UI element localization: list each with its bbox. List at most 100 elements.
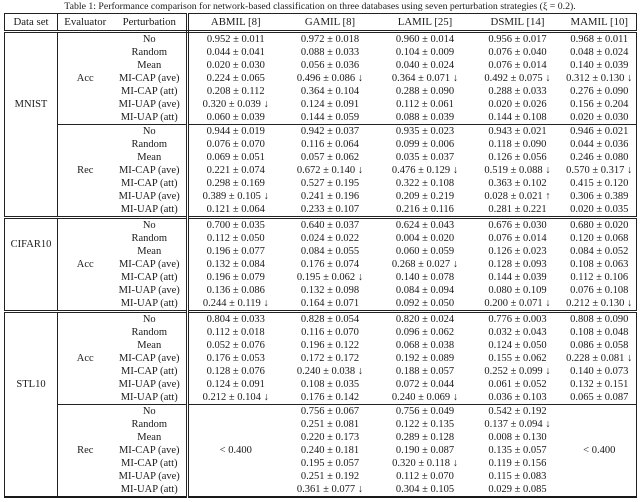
value-cell: 0.212 ± 0.130 ↓: [566, 298, 633, 309]
value-cell: 0.144 ± 0.108: [488, 112, 547, 123]
table-row: Random 0.044 ± 0.041 0.088 ± 0.033 0.104 ± …: [5, 46, 637, 59]
value-cell: 0.104 ± 0.009: [395, 47, 455, 58]
perturbation-label: MI-CAP (att): [112, 457, 189, 470]
perturbation-label: MI-CAP (att): [112, 177, 189, 190]
value-cell: 0.288 ± 0.090: [395, 86, 455, 97]
perturbation-label: MI-CAP (att): [112, 271, 189, 284]
value-cell: 0.155 ± 0.062: [488, 353, 547, 364]
value-cell: 0.804 ± 0.033: [187, 310, 283, 326]
value-cell: 0.084 ± 0.055: [300, 246, 360, 257]
value-cell: 0.028 ± 0.021 ↑: [484, 191, 551, 202]
value-cell: 0.240 ± 0.181: [300, 445, 360, 456]
table-row: MI-CAP (att) 0.128 ± 0.076 0.240 ± 0.038 ↓…: [5, 365, 637, 378]
value-cell: 0.312 ± 0.130 ↓: [566, 73, 633, 84]
value-cell: 0.251 ± 0.192: [300, 471, 360, 482]
value-cell: 0.320 ± 0.118 ↓: [392, 458, 458, 469]
value-cell: 0.672 ± 0.140 ↓: [296, 165, 364, 176]
table-row: MI-UAP (att) 0.121 ± 0.064 0.233 ± 0.107 0.…: [5, 203, 637, 218]
value-cell: 0.126 ± 0.023: [488, 246, 547, 257]
merged-value-cell: < 0.400: [187, 404, 283, 497]
value-cell: 0.068 ± 0.038: [395, 340, 455, 351]
table-row: Mean 0.020 ± 0.030 0.056 ± 0.036 0.040 ± 0.…: [5, 59, 637, 72]
value-cell: 0.119 ± 0.156: [488, 458, 547, 469]
value-cell: 0.251 ± 0.081: [300, 419, 360, 430]
table-row: MI-UAP (ave) 0.389 ± 0.105 ↓ 0.241 ± 0.196…: [5, 190, 637, 203]
value-cell: 0.195 ± 0.062 ↓: [296, 272, 364, 283]
value-cell: 0.135 ± 0.057: [488, 445, 547, 456]
value-cell: 0.084 ± 0.052: [570, 246, 629, 257]
value-cell: 0.828 ± 0.054: [282, 310, 378, 326]
value-cell: 0.044 ± 0.041: [206, 47, 265, 58]
value-cell: 0.960 ± 0.014: [395, 34, 455, 45]
value-cell: 0.065 ± 0.087: [570, 392, 629, 403]
perturbation-label: Mean: [112, 339, 189, 352]
value-cell: 0.099 ± 0.006: [395, 139, 455, 150]
value-cell: 0.020 ± 0.030: [570, 112, 629, 123]
results-table-body: MNIST Acc No 0.952 ± 0.011 0.972 ± 0.018 0.96…: [4, 31, 637, 497]
table-row: Random 0.251 ± 0.081 0.122 ± 0.135 0.137 ± …: [5, 418, 637, 431]
value-cell: 0.363 ± 0.102: [488, 178, 547, 189]
value-cell: 0.132 ± 0.084: [206, 259, 265, 270]
value-cell: 0.096 ± 0.062: [395, 327, 455, 338]
header-dsmil: DSMIL [14]: [472, 13, 563, 33]
value-cell: 0.268 ± 0.027 ↓: [391, 259, 459, 270]
header-perturbation: Perturbation: [112, 13, 189, 33]
table-row: MI-UAP (att) 0.060 ± 0.039 0.144 ± 0.059 0.…: [5, 111, 637, 125]
value-cell: 0.132 ± 0.151: [570, 379, 629, 390]
perturbation-label: MI-UAP (att): [112, 111, 189, 125]
value-cell: 0.176 ± 0.053: [206, 353, 265, 364]
value-cell: 0.492 ± 0.075 ↓: [484, 73, 551, 84]
header-evaluator: Evaluator: [57, 13, 113, 33]
value-cell: 0.020 ± 0.026: [488, 99, 547, 110]
value-cell: 0.024 ± 0.022: [300, 233, 360, 244]
value-cell: 0.008 ± 0.130: [488, 432, 547, 443]
value-cell: 0.132 ± 0.098: [300, 285, 360, 296]
value-cell: 0.076 ± 0.070: [206, 139, 265, 150]
table-row: MI-UAP (ave) 0.320 ± 0.039 ↓ 0.124 ± 0.091…: [5, 98, 637, 111]
value-cell: 0.190 ± 0.087: [395, 445, 455, 456]
value-cell: 0.060 ± 0.039: [206, 112, 265, 123]
value-cell: 0.756 ± 0.049: [377, 404, 473, 418]
value-cell: 0.112 ± 0.106: [570, 272, 629, 283]
value-cell: 0.946 ± 0.021: [562, 124, 637, 138]
merged-value-cell: < 0.400: [562, 404, 637, 497]
value-cell: 0.116 ± 0.070: [301, 327, 359, 338]
value-cell: 0.140 ± 0.039: [570, 60, 629, 71]
perturbation-label: MI-UAP (ave): [112, 98, 189, 111]
value-cell: 0.304 ± 0.105: [395, 484, 455, 495]
value-cell: 0.072 ± 0.044: [395, 379, 455, 390]
value-cell: 0.124 ± 0.091: [206, 379, 265, 390]
perturbation-label: No: [112, 31, 189, 46]
perturbation-label: Mean: [112, 431, 189, 444]
table-row: STL10 Acc No 0.804 ± 0.033 0.828 ± 0.054 0.82…: [4, 310, 637, 497]
value-cell: 0.289 ± 0.128: [395, 432, 455, 443]
perturbation-label: Mean: [112, 151, 189, 164]
table-row: MI-CAP (ave) 0.132 ± 0.084 0.176 ± 0.074 0.…: [5, 258, 637, 271]
value-cell: 0.126 ± 0.056: [488, 152, 547, 163]
value-cell: 0.112 ± 0.050: [206, 233, 265, 244]
value-cell: 0.942 ± 0.037: [282, 124, 378, 138]
table-row: CIFAR10 Acc No 0.700 ± 0.035 0.640 ± 0.037 0.…: [4, 216, 637, 312]
perturbation-label: MI-CAP (ave): [112, 72, 189, 85]
value-cell: 0.246 ± 0.080: [570, 152, 629, 163]
value-cell: 0.364 ± 0.071 ↓: [391, 73, 459, 84]
value-cell: 0.176 ± 0.142: [300, 392, 360, 403]
value-cell: 0.144 ± 0.059: [300, 112, 360, 123]
table-row: MI-UAP (ave) 0.136 ± 0.086 0.132 ± 0.098 0.…: [5, 284, 637, 297]
value-cell: 0.776 ± 0.003: [472, 310, 563, 326]
table-row: Mean 0.196 ± 0.077 0.084 ± 0.055 0.060 ± 0.…: [5, 245, 637, 258]
value-cell: 0.944 ± 0.019: [187, 124, 283, 138]
value-cell: 0.808 ± 0.090: [562, 310, 637, 326]
value-cell: 0.020 ± 0.035: [570, 204, 629, 215]
value-cell: 0.519 ± 0.088 ↓: [484, 165, 551, 176]
results-table: Data set Evaluator Perturbation ABMIL [8…: [4, 13, 637, 498]
table-row: Random 0.076 ± 0.070 0.116 ± 0.064 0.099 ± …: [5, 138, 637, 151]
value-cell: 0.112 ± 0.070: [396, 471, 454, 482]
header-mamil: MAMIL [10]: [562, 13, 637, 33]
value-cell: 0.176 ± 0.074: [300, 259, 360, 270]
value-cell: 0.124 ± 0.091: [300, 99, 360, 110]
value-cell: 0.088 ± 0.039: [395, 112, 455, 123]
value-cell: 0.216 ± 0.116: [396, 204, 454, 215]
value-cell: 0.542 ± 0.192: [472, 404, 563, 418]
